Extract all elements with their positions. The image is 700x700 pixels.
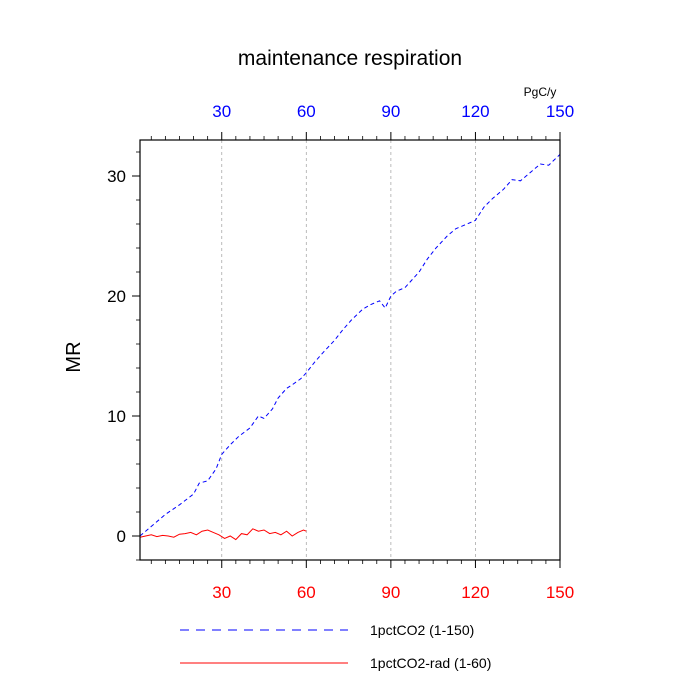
y-tick-label: 0 <box>117 527 126 546</box>
x-tick-label-bottom: 150 <box>546 583 574 602</box>
top-axis-unit: PgC/y <box>524 85 557 99</box>
x-tick-label-top: 90 <box>381 102 400 121</box>
y-axis-label: MR <box>63 341 85 372</box>
series-line-1 <box>139 154 561 537</box>
series-layer <box>139 154 561 541</box>
x-tick-label-top: 150 <box>546 102 574 121</box>
x-tick-label-bottom: 60 <box>297 583 316 602</box>
legend-label-2: 1pctCO2-rad (1-60) <box>370 655 491 671</box>
x-tick-label-bottom: 90 <box>381 583 400 602</box>
legend-label-1: 1pctCO2 (1-150) <box>370 622 474 638</box>
y-tick-label: 30 <box>107 167 126 186</box>
y-tick-label: 10 <box>107 407 126 426</box>
y-tick-label: 20 <box>107 287 126 306</box>
axes: 30 30 60 60 90 90 120 120 150 150 0 10 20 30 <box>107 102 574 602</box>
x-tick-label-bottom: 120 <box>461 583 489 602</box>
plot-frame <box>139 139 561 561</box>
legend: 1pctCO2 (1-150) 1pctCO2-rad (1-60) <box>180 622 491 671</box>
chart-title: maintenance respiration <box>238 47 462 70</box>
grid <box>221 140 476 560</box>
x-tick-label-top: 120 <box>461 102 489 121</box>
x-tick-label-top: 60 <box>297 102 316 121</box>
x-tick-label-bottom: 30 <box>212 583 231 602</box>
x-tick-label-top: 30 <box>212 102 231 121</box>
series-line-2 <box>139 528 307 541</box>
